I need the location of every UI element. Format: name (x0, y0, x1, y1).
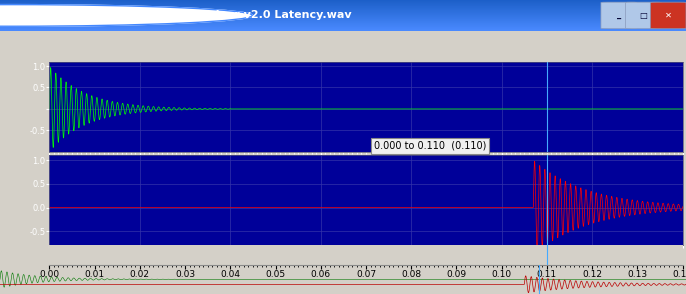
FancyBboxPatch shape (601, 2, 637, 29)
Bar (0, 15, 686, 16)
FancyBboxPatch shape (650, 2, 686, 29)
Circle shape (0, 5, 252, 26)
Bar (0, 22, 686, 23)
Bar (0, 11, 686, 12)
Bar (0, 12, 686, 13)
Bar (0, 30, 686, 31)
Bar (0, 23, 686, 24)
Text: ✕: ✕ (665, 11, 672, 20)
Bar (0, 9, 686, 10)
Bar (0, 13, 686, 14)
Text: Hardware Verses BASSMIDI Driver v2.0 Latency.wav: Hardware Verses BASSMIDI Driver v2.0 Lat… (26, 10, 352, 21)
Text: 0.000 to 0.110  (0.110): 0.000 to 0.110 (0.110) (374, 141, 486, 151)
Bar (0, 19, 686, 20)
Bar (0, 2, 686, 3)
Bar (0, 25, 686, 26)
Bar (0, 8, 686, 9)
Bar (0, 21, 686, 22)
Bar (0, 3, 686, 4)
Bar (0, 6, 686, 7)
Bar (0, 16, 686, 17)
Text: □: □ (639, 11, 648, 20)
Bar (0, 29, 686, 30)
Bar (0, 17, 686, 18)
Text: _: _ (617, 11, 621, 20)
Bar (0, 1, 686, 2)
Bar (0, 5, 686, 6)
Bar (0, 27, 686, 28)
Bar (0, 28, 686, 29)
Bar (0, 26, 686, 27)
Bar (0, 0, 686, 1)
FancyBboxPatch shape (626, 2, 661, 29)
Bar (0, 7, 686, 8)
Bar (0, 18, 686, 19)
Bar (0, 14, 686, 15)
Bar (0, 20, 686, 21)
Bar (0, 4, 686, 5)
Bar (0, 10, 686, 11)
Bar (0, 24, 686, 25)
